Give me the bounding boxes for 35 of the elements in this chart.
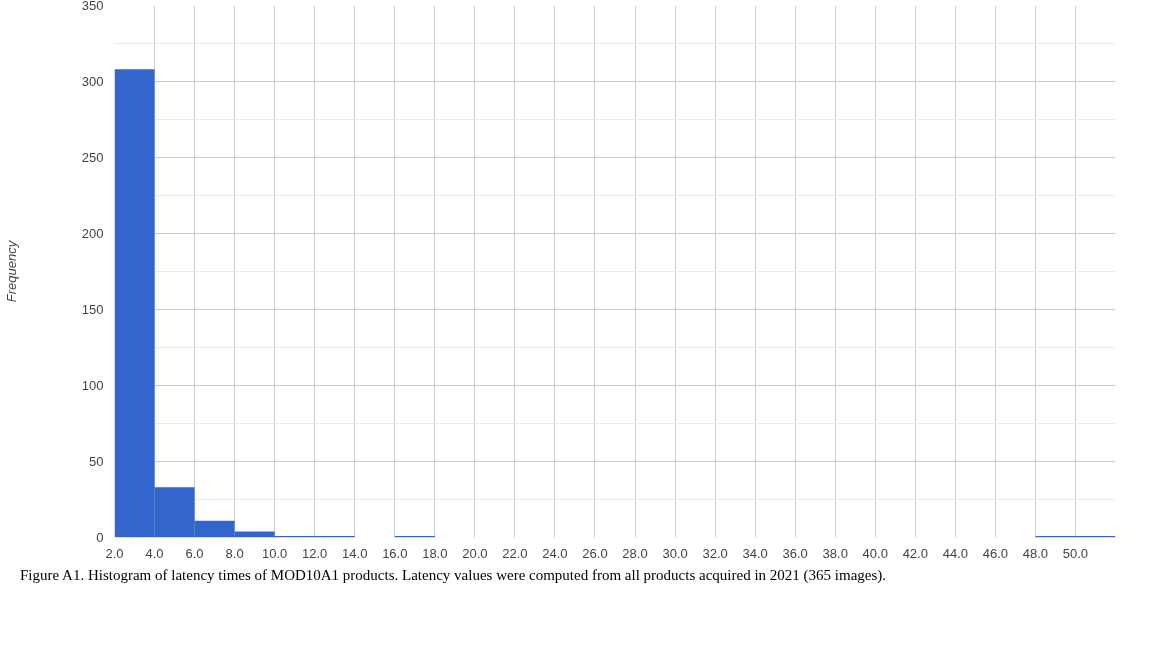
x-tick-label: 28.0 <box>622 545 648 561</box>
x-tick-label: 36.0 <box>782 545 808 561</box>
y-tick-label: 0 <box>96 530 104 545</box>
x-tick-label: 42.0 <box>902 545 928 561</box>
x-tick-label: 18.0 <box>422 545 448 561</box>
y-tick-label: 150 <box>81 302 104 317</box>
y-tick-label: 300 <box>81 74 104 89</box>
x-tick-label: 22.0 <box>502 545 528 561</box>
x-tick-label: 8.0 <box>225 545 244 561</box>
y-tick-label: 100 <box>81 378 104 393</box>
y-tick-label: 250 <box>81 150 104 165</box>
x-tick-label: 38.0 <box>822 545 848 561</box>
y-tick-label: 200 <box>81 226 104 241</box>
x-tick-label: 32.0 <box>702 545 728 561</box>
x-tick-label: 50.0 <box>1062 545 1089 561</box>
x-tick-label: 20.0 <box>462 545 488 561</box>
caption: Figure A1. Histogram of latency times of MOD10A1 products. Latency values were computed from all products acquired in 2021 (365 images). <box>20 566 887 585</box>
x-tick-label: 12.0 <box>302 545 328 561</box>
x-tick-label: 30.0 <box>662 545 688 561</box>
x-tick-label: 10.0 <box>262 545 288 561</box>
y-tick-label: 50 <box>89 454 104 469</box>
x-tick-label: 6.0 <box>185 545 204 561</box>
x-tick-label: 24.0 <box>542 545 568 561</box>
x-tick-label: 40.0 <box>862 545 888 561</box>
x-tick-label: 48.0 <box>1022 545 1049 561</box>
x-tick-label: 34.0 <box>742 545 768 561</box>
x-tick-label: 14.0 <box>342 545 368 561</box>
y-axis-title: Frequency <box>3 239 19 303</box>
x-tick-label: 44.0 <box>942 545 968 561</box>
x-tick-label: 16.0 <box>382 545 408 561</box>
x-tick-label: 26.0 <box>582 545 608 561</box>
x-tick-label: 4.0 <box>145 545 164 561</box>
y-tick-label: 350 <box>81 0 104 13</box>
x-tick-label: 46.0 <box>982 545 1009 561</box>
x-tick-label: 2.0 <box>105 545 124 561</box>
